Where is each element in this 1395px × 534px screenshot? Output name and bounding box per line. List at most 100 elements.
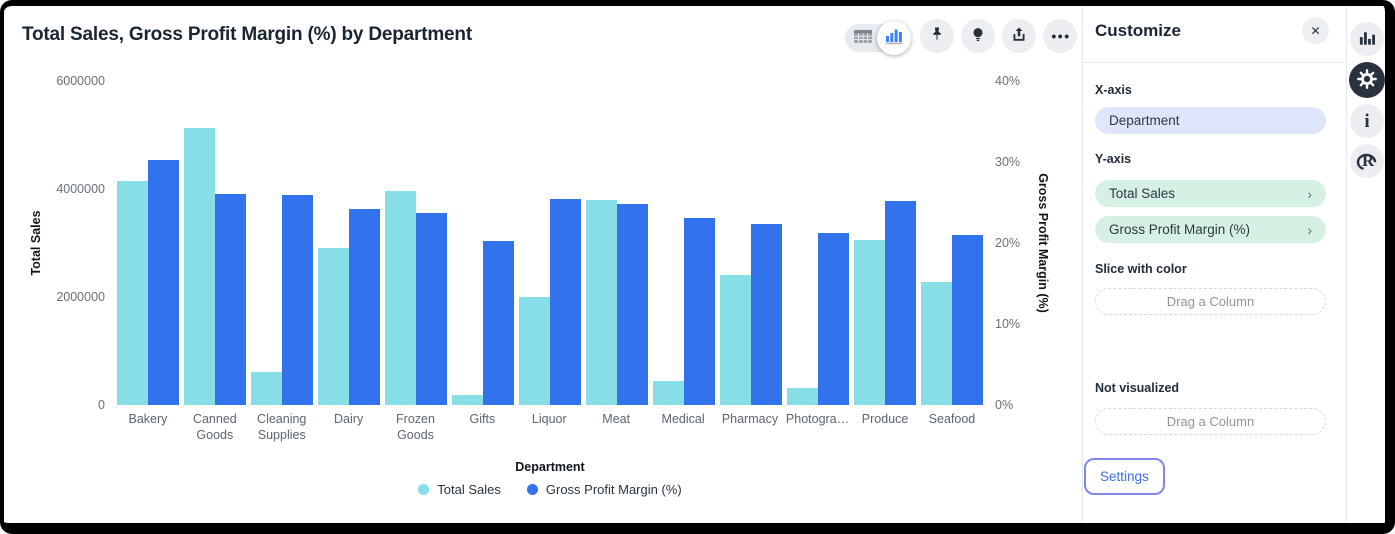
bar-total-sales[interactable] [720,275,751,405]
bar-total-sales[interactable] [117,180,148,405]
chart-plot-area [117,81,983,405]
more-options-button[interactable]: ••• [1043,19,1077,53]
bar-total-sales[interactable] [787,388,818,405]
bar-gross-margin[interactable] [349,209,380,405]
bar-gross-margin[interactable] [818,232,849,405]
x-axis-label: Pharmacy [721,412,779,426]
not-visualized-drop-zone[interactable]: Drag a Column [1095,408,1326,435]
bar-group [117,160,179,405]
settings-button[interactable]: Settings [1084,458,1165,495]
y-axis-field-label: Total Sales [1109,186,1176,201]
bar-gross-margin[interactable] [684,217,715,405]
left-axis-tick: 4000000 [56,182,105,196]
pin-button[interactable] [920,19,954,53]
r-logo-icon: R [1355,149,1379,173]
bar-total-sales[interactable] [318,248,349,405]
y-axis-field-total-sales[interactable]: Total Sales › [1095,180,1326,207]
chart-type-button[interactable] [1350,22,1384,56]
bar-total-sales[interactable] [653,380,684,405]
x-axis-label: Canned Goods [192,412,237,443]
bar-total-sales[interactable] [921,282,952,405]
left-axis-tick: 0 [98,398,105,412]
chart-toolbar: ••• [845,19,1077,55]
bar-gross-margin[interactable] [751,223,782,405]
bar-group [720,223,782,405]
bar-group [854,200,916,405]
x-axis-label: Seafood [928,412,976,426]
bar-gross-margin[interactable] [416,213,447,405]
bar-total-sales[interactable] [251,371,282,405]
x-axis-label: Meat [602,412,631,426]
bar-total-sales[interactable] [854,240,885,405]
chart-legend: Total Sales Gross Profit Margin (%) [117,482,983,497]
y-axis-field-gross-margin[interactable]: Gross Profit Margin (%) › [1095,216,1326,243]
right-axis-tick: 0% [995,398,1014,412]
table-view-button[interactable] [852,27,874,48]
bar-total-sales[interactable] [452,394,483,405]
x-axis-label: Frozen Goods [396,412,435,443]
bar-group [787,232,849,405]
bar-total-sales[interactable] [519,297,550,405]
r-language-button[interactable]: R [1350,144,1384,178]
bar-group [184,128,246,405]
x-axis-label: Cleaning Supplies [257,412,307,443]
legend-label: Total Sales [437,482,501,497]
x-axis-label: Gifts [469,412,496,426]
bar-group [653,217,715,405]
bar-group [921,234,983,405]
left-axis-tick: 6000000 [56,74,105,88]
chart-view-button[interactable] [877,20,911,55]
table-icon [852,27,874,48]
bar-gross-margin[interactable] [952,234,983,405]
right-axis-tick: 40% [995,74,1021,88]
bar-gross-margin[interactable] [483,240,514,405]
legend-item[interactable]: Total Sales [418,482,501,497]
chevron-right-icon[interactable]: › [1307,185,1312,202]
bar-total-sales[interactable] [586,199,617,405]
drop-zone-placeholder: Drag a Column [1166,414,1255,429]
not-visualized-label: Not visualized [1095,381,1180,395]
bar-gross-margin[interactable] [550,198,581,405]
legend-dot [526,484,538,495]
x-axis-field-department[interactable]: Department [1095,107,1326,134]
panel-divider [1082,0,1083,522]
y-axis-section-label: Y-axis [1095,152,1132,166]
bar-chart-icon [884,27,904,48]
chart-title: Total Sales, Gross Profit Margin (%) by … [22,24,472,45]
bar-gross-margin[interactable] [617,204,648,405]
x-axis-label: Produce [861,412,909,426]
view-toggle [845,20,911,55]
legend-dot [418,484,430,495]
lightbulb-icon [968,25,988,48]
bar-gross-margin[interactable] [885,200,916,405]
x-axis-label: Liquor [531,412,567,426]
legend-item[interactable]: Gross Profit Margin (%) [526,482,682,497]
insights-button[interactable] [961,19,995,53]
slice-with-color-label: Slice with color [1095,262,1187,276]
left-axis-tick: 2000000 [56,290,105,304]
slice-drop-zone[interactable]: Drag a Column [1095,288,1326,315]
info-button[interactable]: i [1350,104,1384,138]
x-axis-field-label: Department [1109,113,1180,128]
bar-total-sales[interactable] [184,128,215,405]
legend-label: Gross Profit Margin (%) [545,482,682,497]
bar-chart-icon [1358,29,1377,50]
x-axis-section-label: X-axis [1095,83,1132,97]
bar-gross-margin[interactable] [282,195,313,405]
x-axis-labels: Bakery Canned Goods Cleaning Supplies Dairy… [117,411,983,444]
x-axis-label: Dairy [334,412,364,426]
gear-icon [1356,68,1378,93]
panel-header-divider [1082,62,1346,63]
bar-group [586,199,648,405]
bar-group [519,198,581,405]
chevron-right-icon[interactable]: › [1307,221,1312,238]
panel-close-button[interactable]: ✕ [1302,17,1329,44]
left-axis-ticks: 6000000 4000000 2000000 0 [30,74,105,412]
settings-gear-button[interactable] [1349,62,1385,98]
bar-total-sales[interactable] [385,190,416,405]
bar-gross-margin[interactable] [148,160,179,405]
right-axis-tick: 20% [995,236,1021,250]
bar-gross-margin[interactable] [215,193,246,405]
share-button[interactable] [1002,19,1036,53]
